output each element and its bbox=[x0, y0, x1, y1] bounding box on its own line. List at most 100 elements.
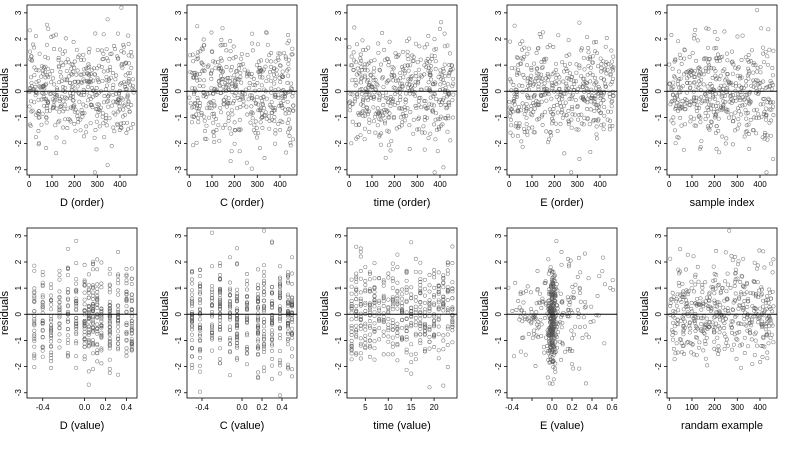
data-point bbox=[65, 126, 70, 130]
data-point bbox=[40, 344, 45, 349]
data-point bbox=[218, 290, 222, 295]
data-point bbox=[562, 103, 566, 108]
data-point bbox=[29, 75, 33, 80]
data-point bbox=[190, 288, 194, 293]
data-point bbox=[400, 335, 404, 340]
x-tick-label: 0.4 bbox=[121, 403, 133, 412]
data-point bbox=[549, 96, 554, 101]
data-point bbox=[691, 75, 696, 79]
data-point bbox=[66, 74, 71, 79]
data-point bbox=[270, 331, 274, 336]
data-point bbox=[428, 131, 433, 136]
data-point bbox=[372, 66, 377, 71]
data-point bbox=[570, 362, 574, 367]
data-point bbox=[377, 326, 382, 331]
data-point bbox=[594, 124, 599, 129]
data-point bbox=[386, 328, 391, 333]
data-point bbox=[756, 111, 760, 116]
data-point bbox=[105, 68, 110, 73]
data-point bbox=[571, 290, 576, 295]
data-point bbox=[422, 293, 427, 298]
data-point bbox=[272, 94, 277, 99]
data-point bbox=[262, 278, 266, 283]
data-point bbox=[285, 130, 290, 135]
data-point bbox=[92, 170, 97, 175]
data-point bbox=[403, 97, 408, 102]
data-point bbox=[742, 97, 747, 102]
data-point bbox=[594, 40, 599, 44]
x-tick-label: 0.0 bbox=[236, 403, 248, 412]
data-point bbox=[237, 149, 242, 154]
data-point bbox=[99, 346, 104, 351]
data-point bbox=[400, 337, 404, 342]
data-point bbox=[711, 95, 716, 100]
data-point bbox=[381, 329, 386, 334]
data-point bbox=[204, 94, 209, 99]
data-point bbox=[229, 149, 234, 154]
data-point bbox=[104, 116, 108, 121]
data-point bbox=[82, 290, 87, 295]
data-point bbox=[267, 118, 272, 123]
data-point bbox=[675, 317, 680, 322]
data-point bbox=[723, 308, 728, 313]
data-point bbox=[386, 63, 391, 68]
data-point bbox=[65, 337, 70, 342]
data-point bbox=[358, 326, 363, 331]
data-point bbox=[367, 270, 372, 275]
data-point bbox=[510, 309, 515, 313]
data-point bbox=[49, 302, 54, 307]
data-point bbox=[256, 316, 260, 321]
data-point bbox=[734, 336, 739, 341]
data-point bbox=[359, 102, 364, 107]
data-point bbox=[426, 80, 431, 85]
data-point bbox=[541, 345, 546, 350]
data-point bbox=[588, 107, 593, 112]
data-point bbox=[407, 36, 412, 41]
data-point bbox=[668, 102, 673, 107]
data-point bbox=[596, 64, 600, 69]
data-point bbox=[27, 89, 32, 94]
data-point bbox=[602, 341, 607, 346]
data-point bbox=[350, 119, 355, 124]
data-point bbox=[101, 32, 106, 37]
data-point bbox=[248, 93, 253, 98]
data-point bbox=[564, 83, 569, 88]
data-point bbox=[732, 332, 737, 337]
data-point bbox=[201, 37, 206, 42]
data-point bbox=[397, 106, 402, 111]
data-point bbox=[577, 20, 582, 25]
data-point bbox=[520, 39, 525, 44]
data-point bbox=[579, 95, 584, 100]
data-point bbox=[670, 337, 675, 342]
data-point bbox=[708, 123, 713, 128]
data-point bbox=[116, 315, 121, 320]
data-point bbox=[107, 370, 112, 375]
data-point bbox=[553, 369, 558, 374]
data-point bbox=[759, 344, 764, 348]
data-point bbox=[429, 77, 434, 82]
data-point bbox=[218, 315, 222, 320]
data-point bbox=[683, 304, 688, 309]
data-point bbox=[404, 268, 409, 273]
data-point bbox=[245, 331, 249, 336]
data-point bbox=[752, 332, 757, 337]
data-point bbox=[738, 90, 743, 95]
data-point bbox=[739, 292, 744, 297]
data-point bbox=[722, 83, 727, 88]
data-point bbox=[722, 298, 727, 303]
data-point bbox=[372, 286, 377, 291]
data-point bbox=[565, 346, 570, 351]
data-point bbox=[432, 268, 437, 272]
data-point bbox=[235, 296, 239, 301]
data-point bbox=[588, 71, 593, 76]
data-point bbox=[107, 287, 112, 292]
data-point bbox=[554, 61, 558, 66]
data-point bbox=[390, 352, 395, 357]
data-point bbox=[46, 101, 51, 106]
data-point bbox=[391, 66, 396, 71]
data-point bbox=[699, 139, 704, 144]
data-point bbox=[52, 104, 56, 109]
data-point bbox=[400, 304, 404, 308]
data-point bbox=[696, 66, 701, 71]
data-point bbox=[355, 66, 360, 71]
